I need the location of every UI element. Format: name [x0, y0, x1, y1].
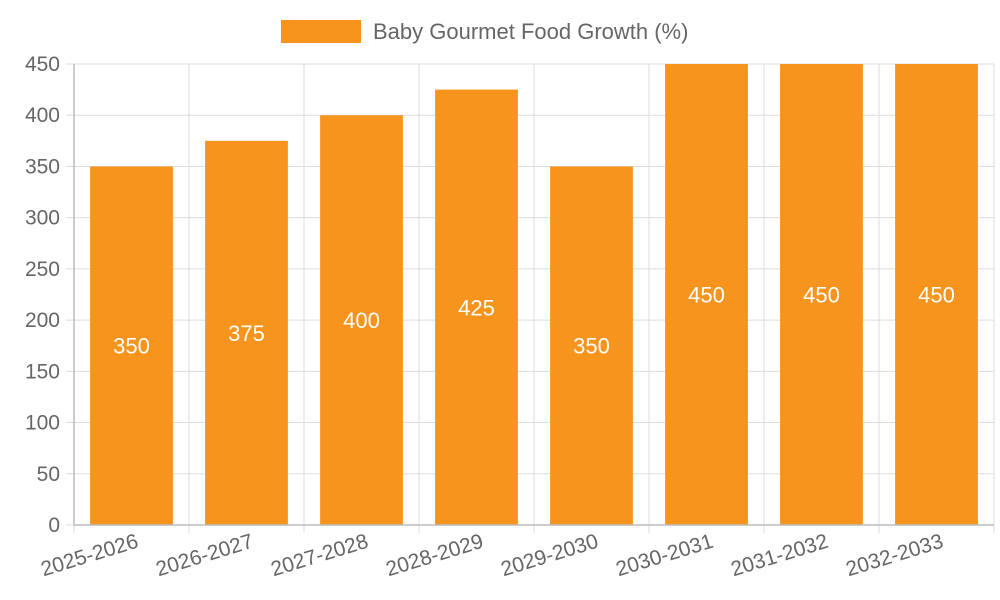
y-tick-label: 250	[25, 258, 60, 281]
y-tick-label: 400	[25, 104, 60, 127]
bar-value-label: 450	[688, 283, 725, 308]
legend-label[interactable]: Baby Gourmet Food Growth (%)	[373, 19, 688, 44]
bar-value-label: 450	[803, 283, 840, 308]
bar[interactable]	[320, 115, 403, 525]
y-tick-label: 350	[25, 155, 60, 178]
legend-swatch[interactable]	[281, 20, 361, 43]
y-tick-label: 450	[25, 53, 60, 76]
bar-value-label: 450	[918, 283, 955, 308]
x-tick-label: 2032-2033	[843, 530, 946, 581]
bar-value-label: 350	[573, 334, 610, 359]
bar[interactable]	[90, 166, 173, 525]
bar[interactable]	[550, 166, 633, 525]
legend[interactable]: Baby Gourmet Food Growth (%)	[281, 19, 688, 44]
y-tick-label: 150	[25, 360, 60, 383]
bar-value-label: 425	[458, 295, 495, 320]
axes	[73, 64, 994, 526]
y-tick-label: 0	[48, 514, 60, 537]
bar-value-label: 375	[228, 321, 265, 346]
x-tick-label: 2030-2031	[613, 530, 716, 581]
bar[interactable]	[665, 64, 748, 525]
x-tick-label: 2029-2030	[498, 530, 601, 581]
y-tick-label: 100	[25, 412, 60, 435]
x-tick-label: 2028-2029	[383, 530, 486, 581]
bar-value-label: 400	[343, 308, 380, 333]
bar[interactable]	[205, 140, 288, 526]
x-tick-label: 2031-2032	[728, 530, 831, 581]
bars	[90, 64, 978, 526]
x-tick-label: 2026-2027	[153, 530, 256, 581]
bar[interactable]	[435, 89, 518, 525]
bar[interactable]	[780, 64, 863, 525]
x-tick-label: 2025-2026	[38, 530, 141, 581]
bar-value-label: 350	[113, 334, 150, 359]
y-tick-label: 300	[25, 207, 60, 230]
y-tick-label: 50	[37, 463, 60, 486]
y-tick-label: 200	[25, 309, 60, 332]
bar[interactable]	[895, 64, 978, 525]
x-tick-label: 2027-2028	[268, 530, 371, 581]
